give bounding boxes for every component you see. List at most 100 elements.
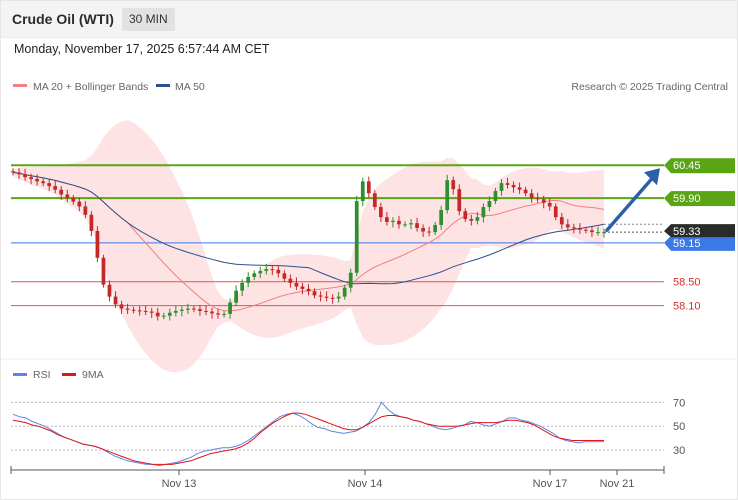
level-tag-59.15-notch <box>664 235 671 251</box>
candle-body <box>125 308 130 310</box>
level-tag-59.15: 59.15 <box>673 238 701 250</box>
rsi-tick-30: 30 <box>673 445 685 457</box>
x-tick-label: Nov 21 <box>600 478 635 490</box>
legend-swatch-rsi <box>13 373 27 376</box>
candle-body <box>264 269 269 271</box>
candle-body <box>360 181 365 202</box>
candle-body <box>282 273 287 279</box>
candle-body <box>113 296 118 305</box>
candle-body <box>336 296 341 299</box>
candle-body <box>300 286 305 289</box>
candle-body <box>270 269 275 271</box>
level-tag-59.90: 59.90 <box>673 193 701 205</box>
candle-body <box>11 171 15 173</box>
legend-label-ma50: MA 50 <box>175 81 205 93</box>
level-tag-60.45: 60.45 <box>673 160 701 172</box>
candle-body <box>161 315 166 317</box>
candle-body <box>35 178 39 182</box>
candle-body <box>53 186 58 190</box>
candle-body <box>216 313 220 315</box>
legend-swatch-ma50 <box>156 84 170 87</box>
candle-body <box>258 270 263 274</box>
level-tag-59.90-bg <box>671 191 735 207</box>
candle-body <box>590 230 594 233</box>
x-tick-label: Nov 13 <box>162 478 197 490</box>
candle-body <box>210 311 214 314</box>
current-price-tag-notch <box>664 224 671 238</box>
level-label-58.10: 58.10 <box>673 301 701 313</box>
candle-body <box>505 183 510 185</box>
legend-label-9ma: 9MA <box>82 369 104 381</box>
candle-body <box>511 184 516 188</box>
current-price-tag: 59.33 <box>673 226 701 238</box>
candle-body <box>547 202 552 207</box>
ma50-line <box>12 171 605 285</box>
candle-body <box>252 273 257 277</box>
candle-body <box>415 223 419 228</box>
candle-body <box>312 291 317 296</box>
candle-body <box>499 183 504 191</box>
legend-swatch-ma20 <box>13 84 27 87</box>
candle-body <box>469 218 474 221</box>
candle-body <box>186 308 190 310</box>
forecast-arrow-shaft <box>605 174 656 232</box>
candle-body <box>493 190 498 202</box>
current-price-tag-bg <box>671 224 735 238</box>
candle-body <box>77 201 82 207</box>
candle-body <box>29 177 33 179</box>
level-tag-59.15-bg <box>671 235 735 251</box>
candle-body <box>565 224 570 228</box>
candle-body <box>222 313 226 315</box>
candle-body <box>517 187 522 190</box>
candle-body <box>445 180 450 211</box>
candle-body <box>143 310 148 312</box>
candle-body <box>535 198 540 200</box>
candle-body <box>354 201 359 273</box>
candle-body <box>324 296 329 298</box>
copyright-text: Research © 2025 Trading Central <box>571 81 728 93</box>
candle-body <box>71 198 76 202</box>
candle-body <box>83 206 88 215</box>
candle-body <box>348 272 353 288</box>
candle-body <box>366 181 371 194</box>
candle-body <box>234 290 239 303</box>
candle-body <box>541 199 546 203</box>
candle-body <box>17 172 21 175</box>
candle-body <box>559 217 564 225</box>
candle-body <box>65 194 70 199</box>
legend-swatch-9ma <box>62 373 76 376</box>
candle-body <box>119 304 124 309</box>
rsi-panel: 30 50 70 <box>11 397 685 467</box>
x-axis: Nov 13 Nov 14 Nov 17 Nov 21 <box>10 466 665 490</box>
candle-body <box>481 207 486 218</box>
candle-body <box>137 310 142 312</box>
candle-body <box>451 180 456 190</box>
candle-body <box>596 232 600 234</box>
candle-body <box>397 220 401 225</box>
candle-body <box>89 214 94 231</box>
candle-body <box>475 217 480 221</box>
bollinger-band <box>13 120 604 373</box>
candle-body <box>421 227 425 232</box>
candle-body <box>192 308 196 310</box>
x-tick-label: Nov 14 <box>348 478 383 490</box>
header-bar: Crude Oil (WTI) 30 MIN <box>1 1 737 38</box>
timeframe-button[interactable]: 30 MIN <box>122 8 175 31</box>
rsi-tick-50: 50 <box>673 421 685 433</box>
candle-body <box>23 174 27 178</box>
candle-body <box>288 278 293 283</box>
candle-body <box>553 206 558 218</box>
level-tag-60.45-bg <box>671 158 735 174</box>
candle-body <box>276 269 281 274</box>
candle-body <box>155 312 160 317</box>
candle-body <box>330 297 335 299</box>
candle-body <box>378 207 383 218</box>
candle-body <box>318 295 323 297</box>
candle-body <box>385 217 389 222</box>
candle-body <box>427 231 431 233</box>
candle-body <box>149 311 154 313</box>
candle-body <box>59 189 64 195</box>
candle-body <box>463 211 468 219</box>
candle-body <box>409 223 413 225</box>
